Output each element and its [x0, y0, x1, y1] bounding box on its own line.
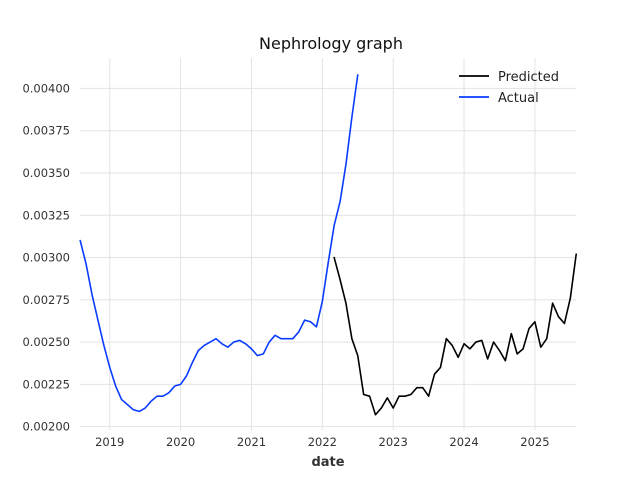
- chart-title: Nephrology graph: [259, 34, 403, 53]
- y-tick-label: 0.00200: [22, 420, 70, 434]
- y-axis-tick-labels: 0.00200 0.00225 0.00250 0.00275 0.00300 0.003…: [22, 81, 70, 433]
- x-tick-label: 2024: [449, 435, 478, 449]
- grid-lines: [80, 58, 576, 430]
- y-tick-label: 0.00325: [22, 208, 70, 222]
- y-tick-label: 0.00350: [22, 166, 70, 180]
- y-tick-label: 0.00225: [22, 377, 70, 391]
- x-axis-title: date: [311, 455, 344, 470]
- series-line-predicted: [333, 253, 578, 416]
- x-tick-label: 2021: [237, 435, 266, 449]
- y-tick-label: 0.00375: [22, 124, 70, 138]
- legend: Predicted Actual: [459, 70, 559, 106]
- x-tick-label: 2019: [95, 435, 124, 449]
- x-tick-label: 2025: [520, 435, 549, 449]
- x-tick-label: 2020: [166, 435, 195, 449]
- legend-label-actual: Actual: [498, 91, 539, 106]
- y-tick-label: 0.00275: [22, 293, 70, 307]
- y-tick-label: 0.00300: [22, 251, 70, 265]
- x-tick-label: 2022: [308, 435, 337, 449]
- y-tick-label: 0.00250: [22, 335, 70, 349]
- legend-label-predicted: Predicted: [498, 70, 559, 85]
- series-line-actual: [79, 74, 359, 413]
- y-tick-label: 0.00400: [22, 81, 70, 95]
- x-axis-tick-labels: 2019 2020 2021 2022 2023 2024 2025: [95, 435, 549, 449]
- x-tick-label: 2023: [379, 435, 408, 449]
- series-lines: [79, 74, 578, 416]
